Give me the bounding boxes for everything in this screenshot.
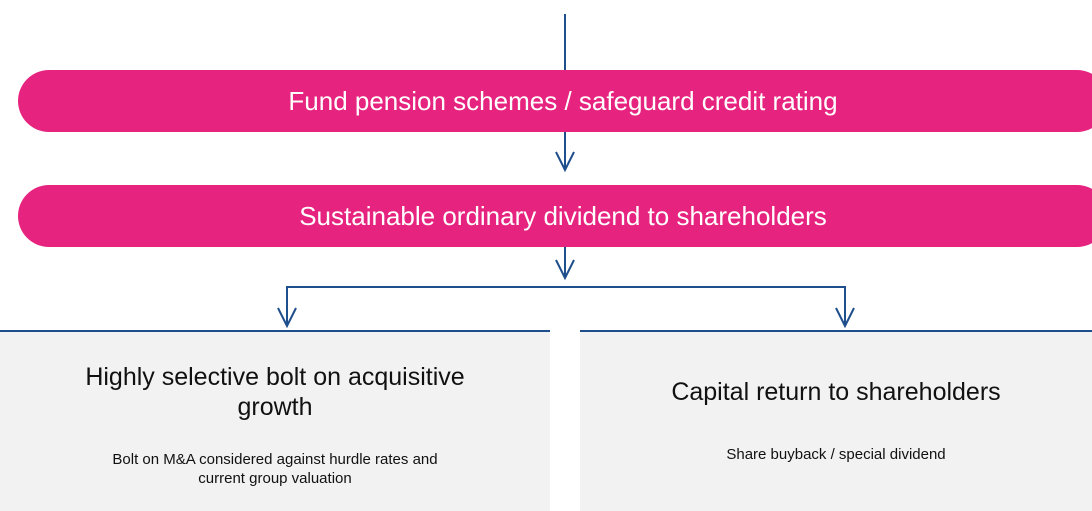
step: Sustainable ordinary dividend to shareho… [18,185,1092,247]
branch-description: Bolt on M&A considered against hurdle ra… [112,451,438,487]
branch: Highly selective bolt on acquisitive gro… [0,330,550,511]
step: Fund pension schemes / safeguard credit … [18,70,1092,132]
branch-title: Highly selective bolt on acquisitive gro… [85,363,465,421]
branch-title: Capital return to shareholders [671,378,1001,406]
branch: Capital return to shareholders Share buy… [580,330,1092,511]
branch-description: Share buyback / special dividend [726,446,946,463]
